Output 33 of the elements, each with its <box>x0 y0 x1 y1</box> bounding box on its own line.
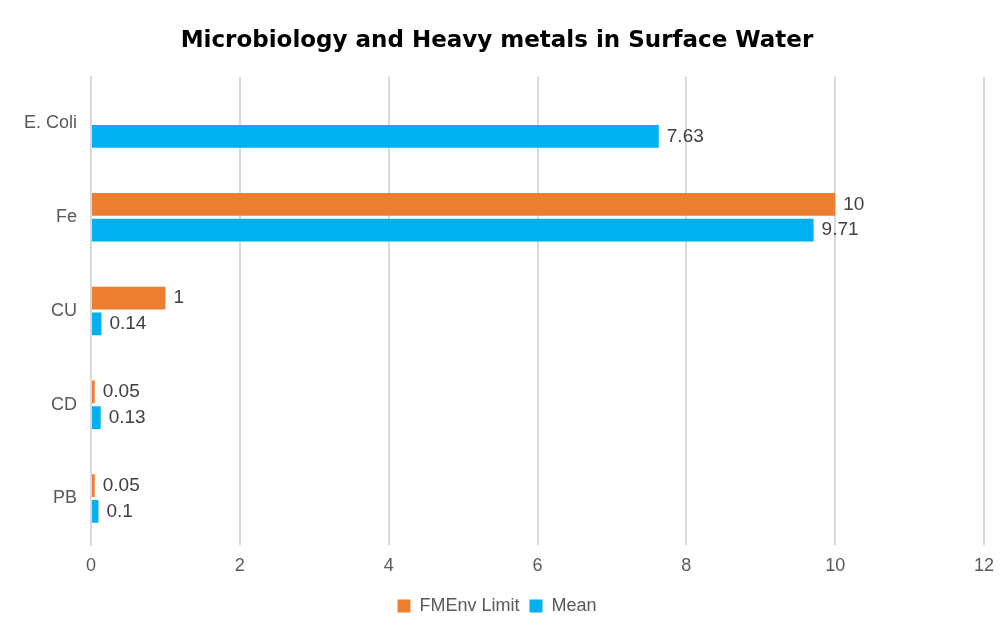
bar <box>92 125 659 148</box>
data-label: 7.63 <box>666 124 704 146</box>
data-label: 0.1 <box>106 499 133 521</box>
bar <box>92 380 95 404</box>
bar <box>92 406 101 429</box>
bar <box>92 312 102 336</box>
x-tick-label: 2 <box>234 555 245 576</box>
legend-label: FMEnv Limit <box>419 594 520 615</box>
data-label: 0.05 <box>102 473 140 495</box>
x-tick-label: 0 <box>86 555 97 576</box>
bar <box>92 286 166 310</box>
data-label: 9.71 <box>821 218 859 240</box>
bar <box>92 474 95 497</box>
y-tick-label: CD <box>51 393 78 414</box>
y-tick-label: Fe <box>56 206 78 227</box>
bar <box>92 500 99 523</box>
legend-label: Mean <box>551 594 597 615</box>
data-label: 0.14 <box>109 312 147 334</box>
x-tick-label: 8 <box>681 555 692 576</box>
x-tick-label: 10 <box>825 555 846 576</box>
x-tick-label: 4 <box>383 555 394 576</box>
bar <box>92 218 814 242</box>
data-label: 0.05 <box>102 380 140 402</box>
chart-title: Microbiology and Heavy metals in Surface Water <box>180 25 814 52</box>
x-tick-label: 6 <box>532 555 543 576</box>
data-label: 10 <box>843 192 865 214</box>
y-tick-label: CU <box>51 299 78 320</box>
bar <box>92 193 836 216</box>
y-tick-label: E. Coli <box>24 112 78 133</box>
data-label: 1 <box>173 286 185 308</box>
data-label: 0.13 <box>108 405 146 427</box>
x-tick-label: 12 <box>973 555 994 576</box>
y-tick-label: PB <box>53 487 78 508</box>
